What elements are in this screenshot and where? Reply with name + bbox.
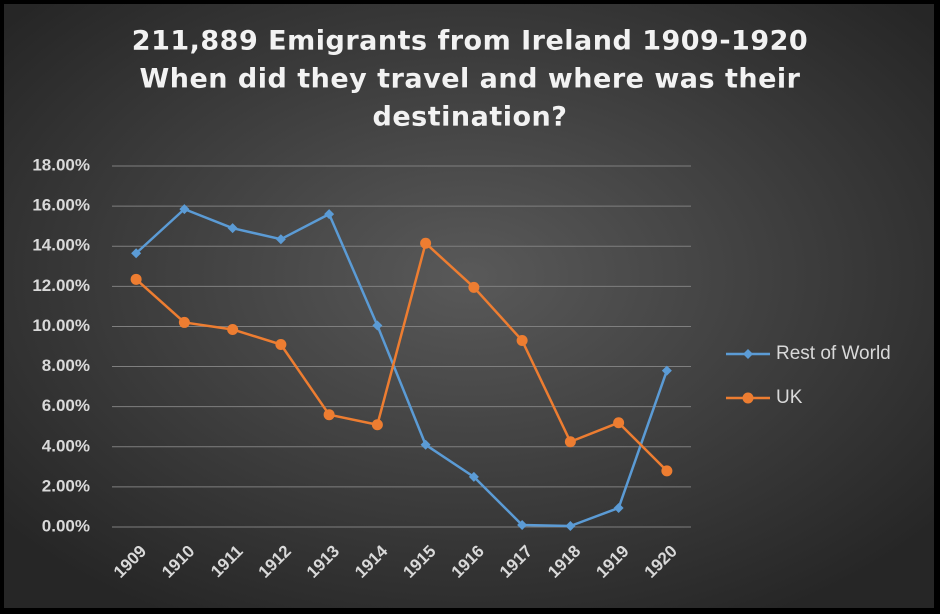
- marker: [179, 204, 190, 215]
- marker: [661, 465, 673, 477]
- marker: [275, 338, 287, 350]
- marker: [517, 519, 528, 530]
- marker: [420, 237, 432, 249]
- series-line: [135, 207, 669, 528]
- chart-title: 211,889 Emigrants from Ireland 1909-1920: [132, 26, 808, 57]
- marker: [564, 436, 576, 448]
- y-tick-label: 14.00%: [32, 236, 90, 255]
- legend-marker: [743, 349, 753, 359]
- marker: [324, 209, 335, 220]
- legend-label: Rest of World: [776, 343, 891, 364]
- marker: [275, 234, 286, 245]
- series-line: [135, 241, 668, 472]
- marker: [227, 323, 239, 335]
- y-tick-label: 18.00%: [32, 155, 90, 174]
- y-tick-label: 12.00%: [32, 276, 90, 295]
- marker: [613, 417, 625, 429]
- marker: [468, 471, 479, 482]
- y-tick-label: 6.00%: [42, 396, 90, 415]
- marker: [371, 419, 383, 431]
- marker: [565, 520, 576, 531]
- marker: [661, 365, 672, 376]
- legend-marker: [742, 392, 754, 404]
- marker: [468, 281, 480, 293]
- y-tick-label: 2.00%: [42, 476, 90, 495]
- marker: [516, 334, 528, 346]
- legend-label: UK: [776, 387, 803, 408]
- chart-title: When did they travel and where was their: [139, 64, 800, 95]
- background: [4, 4, 934, 608]
- marker: [130, 273, 142, 285]
- marker: [613, 502, 624, 513]
- marker: [323, 409, 335, 421]
- y-tick-label: 10.00%: [32, 316, 90, 335]
- marker: [227, 223, 238, 234]
- chart-title: destination?: [373, 102, 568, 133]
- marker: [372, 320, 383, 331]
- y-tick-label: 16.00%: [32, 196, 90, 215]
- marker: [131, 248, 142, 259]
- marker: [420, 439, 431, 450]
- y-tick-label: 8.00%: [42, 356, 90, 375]
- y-tick-label: 0.00%: [42, 516, 90, 535]
- y-tick-label: 4.00%: [42, 436, 90, 455]
- marker: [178, 316, 190, 328]
